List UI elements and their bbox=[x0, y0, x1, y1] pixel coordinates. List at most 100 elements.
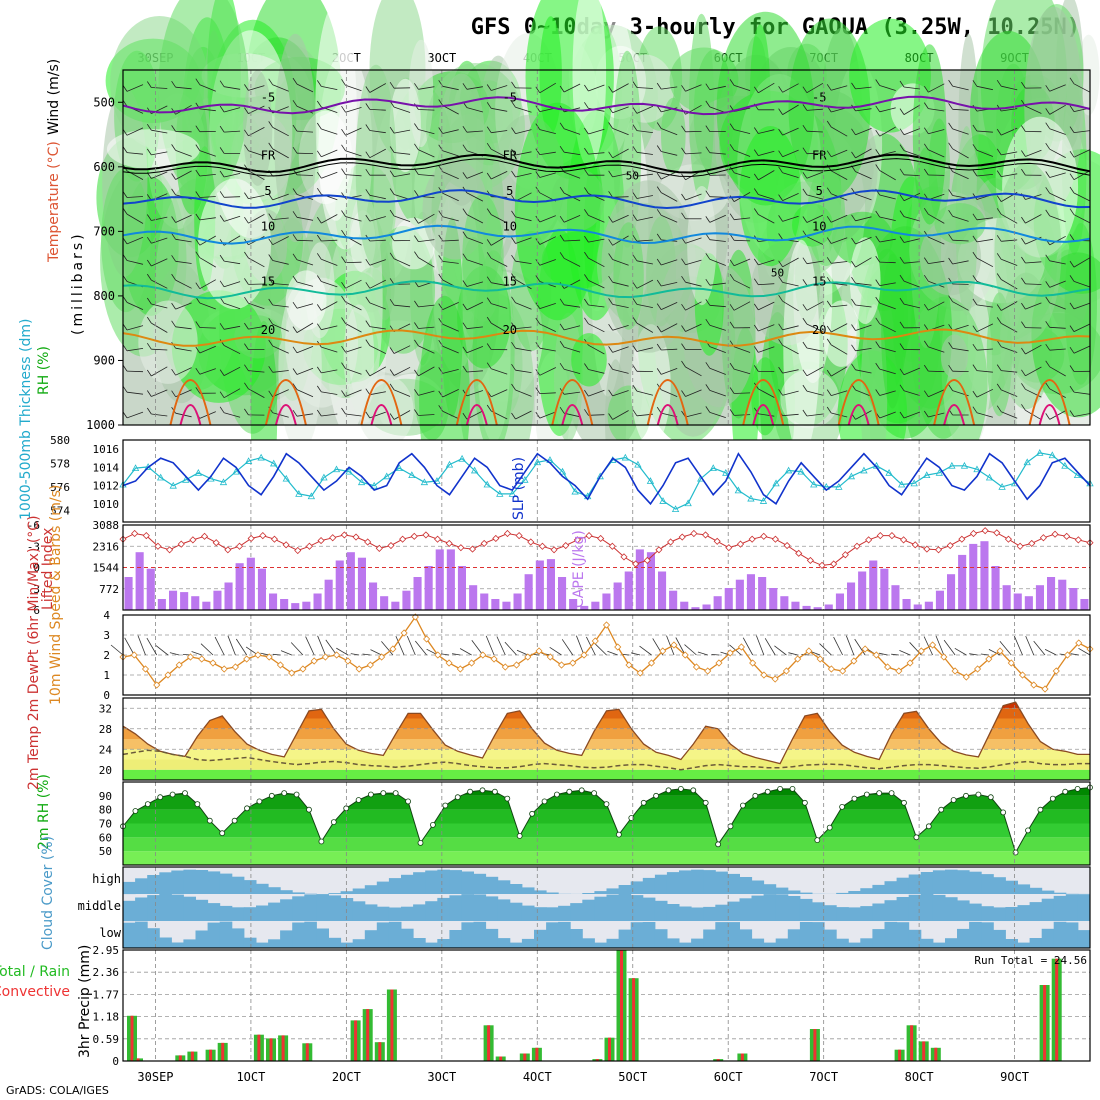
wind-barb-feather bbox=[219, 369, 225, 376]
cloud-bar bbox=[546, 907, 559, 921]
cloud-bar bbox=[642, 877, 656, 894]
wind-barb-feather bbox=[923, 324, 929, 331]
wind-barb-feather bbox=[1021, 168, 1026, 176]
wind10m-barb bbox=[935, 635, 945, 656]
wind-barb bbox=[709, 239, 726, 242]
wind-barb bbox=[855, 257, 872, 268]
wind-barb bbox=[1049, 388, 1066, 398]
rh-patch bbox=[934, 203, 986, 245]
wind-barb-feather bbox=[972, 144, 978, 151]
wind-barb-feather bbox=[899, 236, 905, 243]
rh2m-point bbox=[1049, 795, 1056, 802]
cloud-bar bbox=[171, 870, 184, 894]
wind-barb bbox=[588, 344, 605, 355]
wind-barb-feather bbox=[535, 317, 541, 325]
wind-barb-feather bbox=[584, 127, 589, 135]
wind10m-point bbox=[333, 651, 341, 659]
wind-barb bbox=[418, 257, 435, 268]
rh2m-point bbox=[380, 790, 387, 796]
wind-barb-feather bbox=[875, 164, 881, 171]
rh-patch bbox=[106, 129, 200, 170]
wind10m-barb bbox=[110, 644, 124, 656]
wind-barb-feather bbox=[1045, 209, 1051, 217]
wind-barb-feather bbox=[851, 363, 856, 371]
wind-barb-feather bbox=[608, 389, 613, 397]
wind-barb bbox=[491, 214, 508, 224]
wind10m-barb bbox=[280, 650, 292, 656]
wind-barb bbox=[466, 214, 484, 224]
cloud-bar bbox=[920, 938, 934, 948]
wind-barb bbox=[126, 391, 144, 395]
dewpoint2m-line bbox=[122, 749, 1090, 771]
cape-bar bbox=[502, 601, 511, 610]
cloud-bar bbox=[1041, 928, 1055, 948]
wind-barb-feather bbox=[171, 125, 176, 132]
wind-barb-feather bbox=[996, 128, 1002, 136]
wind10m-point bbox=[456, 665, 464, 673]
cape-bar bbox=[658, 571, 667, 610]
wind-barb bbox=[296, 281, 314, 287]
wind-barb-feather bbox=[705, 384, 711, 391]
thickness-point bbox=[408, 471, 416, 479]
wind-barb bbox=[563, 257, 581, 267]
wind-barb-feather bbox=[778, 276, 783, 283]
wind10m-point bbox=[389, 645, 397, 653]
thickness-point bbox=[1073, 471, 1082, 479]
bottom-date-tick: 4OCT bbox=[523, 1070, 552, 1084]
wind-barb bbox=[685, 259, 702, 266]
thickness-point bbox=[533, 458, 542, 466]
wind-barb bbox=[806, 171, 824, 179]
wind-barb bbox=[636, 87, 653, 89]
wind-barb bbox=[952, 239, 969, 242]
wind10m-point bbox=[445, 659, 453, 667]
rh2m-tick-label: 70 bbox=[99, 818, 112, 831]
wind-barb bbox=[782, 369, 799, 374]
thickness-point bbox=[910, 479, 918, 487]
wind-barb-feather bbox=[802, 147, 808, 154]
cloud-bar bbox=[691, 869, 704, 894]
cloud-bar bbox=[739, 929, 753, 948]
wind-barb-feather bbox=[462, 346, 468, 354]
wind-barb-feather bbox=[802, 317, 808, 325]
wind-barb bbox=[296, 367, 314, 375]
rh2m-point bbox=[740, 802, 746, 809]
wind-barb-feather bbox=[705, 406, 711, 413]
cloud-bar bbox=[969, 903, 982, 921]
cloud-bar bbox=[703, 870, 716, 894]
wind10m-point bbox=[985, 655, 993, 663]
wind-barb-feather bbox=[195, 321, 201, 328]
cape-bar bbox=[635, 549, 644, 610]
wind-barb-feather bbox=[122, 129, 128, 136]
thickness-point bbox=[948, 461, 956, 469]
wind-barb-feather bbox=[171, 188, 176, 196]
wind-barb bbox=[515, 302, 532, 310]
wind-barb-feather bbox=[584, 363, 589, 370]
cloud-bar bbox=[787, 890, 801, 894]
wind10m-point bbox=[557, 661, 566, 669]
wind-barb bbox=[272, 236, 289, 246]
isotherm-label: 15 bbox=[812, 275, 826, 289]
lifted-index-tick-label: 0 bbox=[33, 562, 40, 575]
wind-barb bbox=[685, 323, 702, 332]
wind-barb-feather bbox=[365, 168, 371, 176]
cloud-bar bbox=[751, 895, 765, 921]
lifted-index-point bbox=[783, 541, 791, 550]
wind-barb bbox=[976, 323, 994, 333]
wind10m-point bbox=[524, 653, 532, 661]
temp2m-tick-label: 32 bbox=[99, 702, 112, 715]
wind-barb-feather bbox=[511, 412, 516, 420]
cloud-bar bbox=[123, 900, 136, 922]
rh-patch bbox=[285, 270, 327, 331]
cloud-bar bbox=[1017, 942, 1031, 948]
precip-convective-bar bbox=[487, 1025, 491, 1061]
wind-barb bbox=[539, 392, 556, 394]
wind-barb bbox=[515, 106, 532, 113]
rh2m-point bbox=[888, 790, 895, 796]
rh2m-point bbox=[814, 837, 821, 843]
wind-barb bbox=[345, 127, 362, 136]
wind10m-barb bbox=[943, 639, 956, 656]
wind10m-barb bbox=[756, 635, 765, 656]
cloud-bar bbox=[630, 922, 644, 948]
cape-bar bbox=[213, 590, 222, 610]
cloud-bar bbox=[945, 869, 958, 894]
